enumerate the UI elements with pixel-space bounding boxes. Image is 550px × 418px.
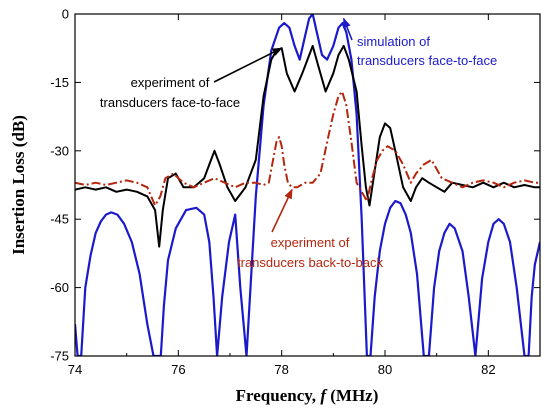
y-tick-label: 0: [62, 7, 69, 22]
experiment-face-annotation-line1: experiment of: [131, 75, 210, 90]
experiment-face-to-face-line: [75, 44, 540, 248]
x-tick-label: 76: [171, 362, 185, 377]
experiment-back-to-back-line: [75, 90, 540, 207]
x-axis-title-variable: f: [320, 386, 328, 405]
y-tick-label: -60: [50, 280, 69, 295]
y-tick-label: -30: [50, 143, 69, 158]
experiment-back-annotation-arrow: [271, 188, 293, 233]
experiment-face-annotation-arrow: [213, 47, 283, 83]
x-axis-title-prefix: Frequency,: [236, 386, 321, 405]
y-tick-label: -15: [50, 75, 69, 90]
ticks-layer: 74 76 78 80 82 0 -15 -30 -45 -60 -75: [50, 7, 540, 377]
plot-frame: [74, 13, 541, 357]
x-tick-label: 74: [68, 362, 82, 377]
experiment-back-annotation-line2: transducers back-to-back: [237, 255, 383, 270]
experiment-face-annotation-line2: transducers face-to-face: [100, 95, 240, 110]
x-axis-title: Frequency, f (MHz): [236, 386, 379, 405]
x-tick-label: 80: [378, 362, 392, 377]
x-tick-label: 82: [481, 362, 495, 377]
series-layer: [75, 14, 540, 356]
x-tick-label: 78: [274, 362, 288, 377]
y-tick-label: -45: [50, 212, 69, 227]
x-axis-title-suffix: (MHz): [326, 386, 378, 405]
simulation-face-to-face-line: [75, 14, 540, 356]
simulation-annotation-line2: transducers face-to-face: [357, 53, 497, 68]
simulation-annotation-arrow: [342, 17, 353, 41]
y-axis-title: Insertion Loss (dB): [9, 115, 28, 255]
y-tick-label: -75: [50, 349, 69, 364]
annotation-layer: simulation of transducers face-to-face exp…: [100, 17, 497, 270]
simulation-annotation-line1: simulation of: [357, 34, 430, 49]
experiment-back-annotation-line1: experiment of: [271, 235, 350, 250]
